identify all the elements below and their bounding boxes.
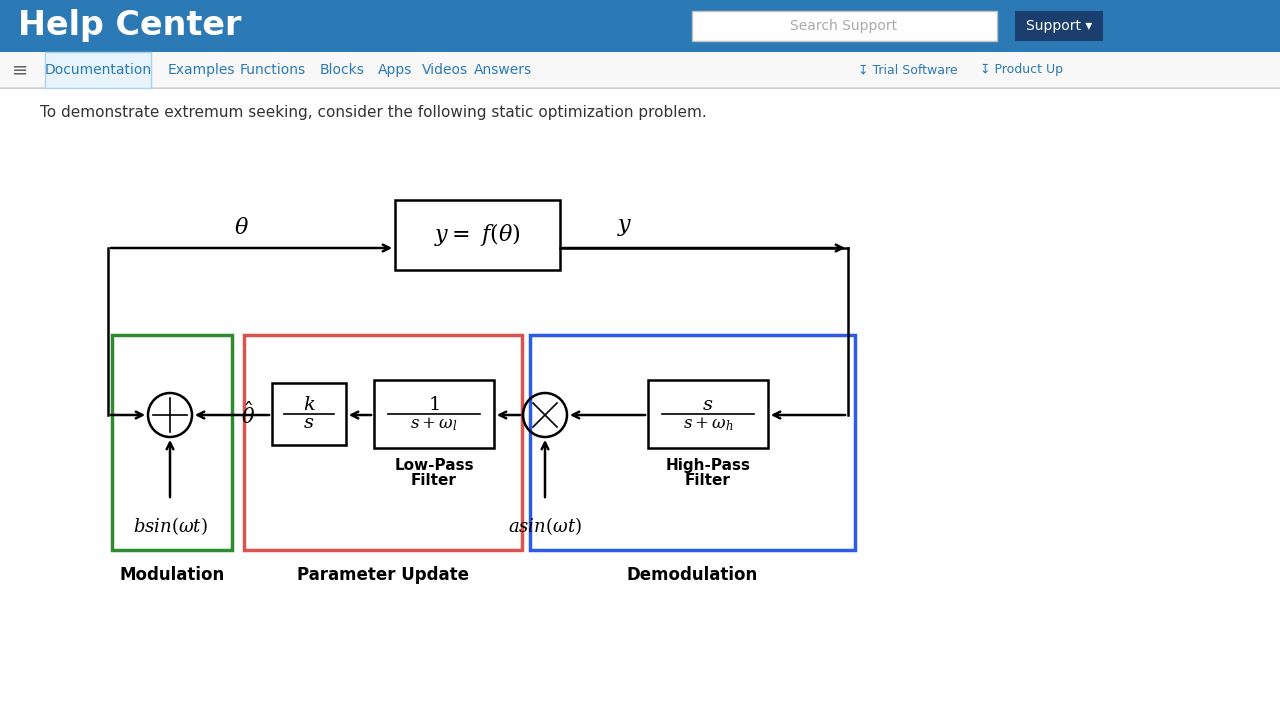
Bar: [530, 335, 855, 550]
Text: ↧ Trial Software: ↧ Trial Software: [858, 63, 957, 76]
Bar: [0, 52, 1280, 88]
Text: Parameter Update: Parameter Update: [297, 566, 468, 584]
Text: To demonstrate extremum seeking, consider the following static optimization prob: To demonstrate extremum seeking, conside…: [40, 105, 707, 120]
Text: Apps: Apps: [378, 63, 412, 77]
Bar: [0, 0, 1280, 52]
Text: $bsin(\omega t)$: $bsin(\omega t)$: [133, 515, 207, 537]
Text: $\hat{\theta}$: $\hat{\theta}$: [241, 402, 255, 428]
Text: Videos: Videos: [422, 63, 468, 77]
Text: $s$: $s$: [703, 395, 714, 413]
Text: $\theta$: $\theta$: [234, 217, 250, 238]
Text: Answers: Answers: [474, 63, 532, 77]
Text: $1$: $1$: [429, 395, 440, 413]
Text: Modulation: Modulation: [119, 566, 224, 584]
Text: Filter: Filter: [685, 473, 731, 488]
Text: $y =\ f(\theta)$: $y =\ f(\theta)$: [434, 222, 521, 248]
Bar: [396, 200, 561, 270]
Text: Documentation: Documentation: [45, 63, 151, 77]
Text: ↧ Product Up: ↧ Product Up: [980, 63, 1062, 76]
Text: $s$: $s$: [303, 413, 315, 433]
Text: Support ▾: Support ▾: [1025, 19, 1092, 33]
Text: Blocks: Blocks: [320, 63, 365, 77]
Bar: [244, 335, 522, 550]
Bar: [0, 88, 1280, 89]
Bar: [374, 380, 494, 448]
Text: $s+\omega_h$: $s+\omega_h$: [682, 415, 733, 433]
Bar: [648, 380, 768, 448]
Text: Demodulation: Demodulation: [627, 566, 758, 584]
Text: $k$: $k$: [302, 395, 315, 415]
Bar: [0, 87, 1280, 88]
Bar: [113, 335, 232, 550]
Bar: [1015, 11, 1103, 41]
Bar: [273, 383, 346, 445]
Text: Help Center: Help Center: [18, 9, 242, 42]
Text: High-Pass: High-Pass: [666, 458, 750, 473]
Text: ≡: ≡: [12, 60, 28, 79]
Text: Low-Pass: Low-Pass: [394, 458, 474, 473]
Text: Search Support: Search Support: [791, 19, 897, 33]
Text: $y$: $y$: [617, 217, 632, 238]
Text: $s+\omega_l$: $s+\omega_l$: [410, 415, 458, 433]
Bar: [45, 52, 151, 88]
Text: Functions: Functions: [241, 63, 306, 77]
Text: Filter: Filter: [411, 473, 457, 488]
Text: Examples: Examples: [168, 63, 236, 77]
Bar: [692, 11, 997, 41]
Text: $asin(\omega t)$: $asin(\omega t)$: [508, 515, 582, 537]
